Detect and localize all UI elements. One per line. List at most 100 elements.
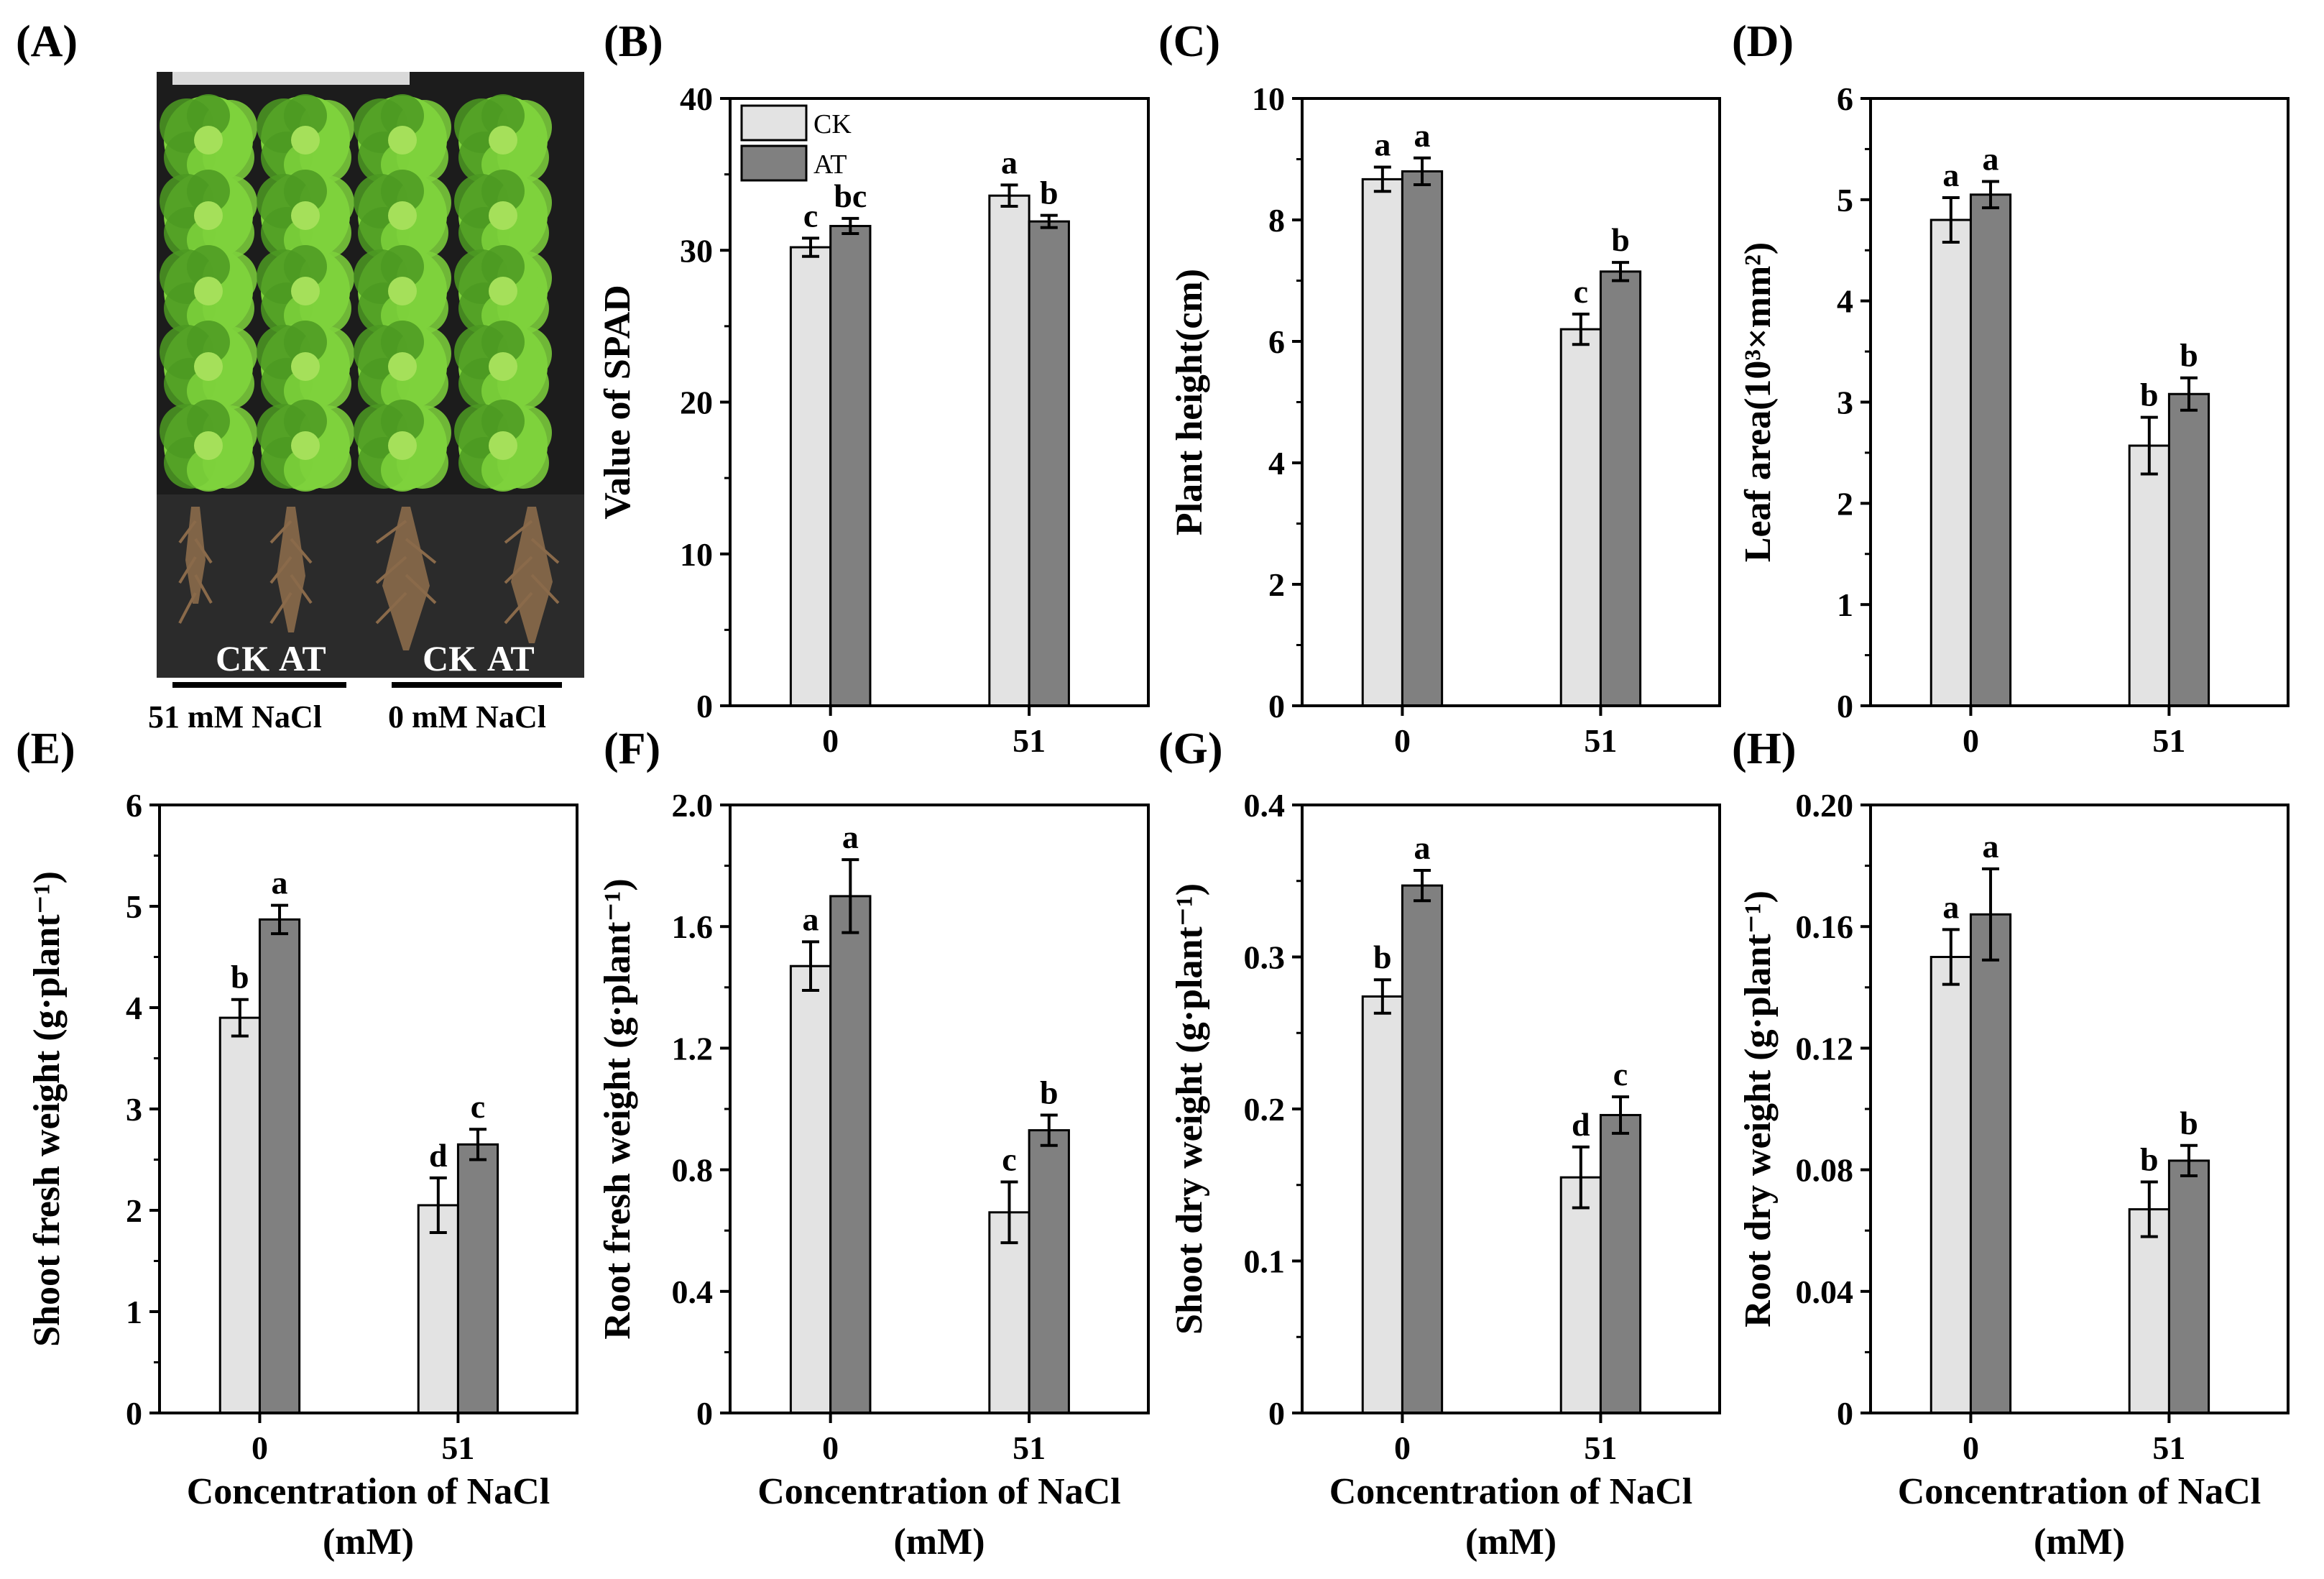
x-tick-label-g-0: 0 (1394, 1430, 1411, 1466)
y-tick-label-e-2: 2 (126, 1192, 142, 1229)
bar-c-at-0 (1401, 170, 1444, 707)
error-bar-c-at-51 (1612, 261, 1630, 282)
error-bar-b-at-0 (841, 216, 859, 236)
x-tick-label-d-1: 51 (2152, 722, 2185, 759)
y-tick-label-f-4: 1.6 (672, 908, 714, 945)
bar-b-at-51 (1028, 220, 1070, 707)
sig-letter-b-ck-51: a (1001, 144, 1018, 180)
root-label-ck-1: CK (216, 638, 269, 678)
y-axis-title-e: Shoot fresh weight (g·plant⁻¹) (27, 871, 68, 1347)
panel-f-root-fresh-weight-chart: (F) a c a b 0 0.4 0.8 1.2 1.6 2.0 0 51 Root fresh wei… (597, 724, 1150, 1562)
error-bar-f-ck-0 (802, 940, 820, 993)
sig-letter-g-ck-0: b (1373, 939, 1392, 975)
error-bar-b-ck-0 (802, 236, 820, 258)
condition-label-0: 0 mM NaCl (388, 699, 546, 735)
lettuce-plant-16 (454, 321, 552, 413)
y-tick-label-h-4: 0.16 (1796, 908, 1854, 945)
y-tick-label-d-1: 1 (1837, 586, 1853, 623)
legend-label-ck: CK (813, 109, 852, 139)
x-axis-title-e: Concentration of NaCl (187, 1471, 550, 1512)
error-bar-h-ck-51 (2140, 1180, 2158, 1238)
lettuce-plant-15 (354, 321, 451, 413)
y-tick-label-b-0: 0 (696, 688, 713, 724)
x-axis-title-f: Concentration of NaCl (757, 1471, 1121, 1512)
root-4 (504, 507, 560, 643)
sig-letter-h-ck-51: b (2140, 1141, 2159, 1178)
sig-letter-c-ck-0: a (1374, 126, 1391, 162)
lettuce-plant-8 (454, 170, 552, 262)
y-tick-label-e-0: 0 (126, 1395, 142, 1432)
sig-letter-b-at-51: b (1040, 175, 1059, 211)
error-bar-f-ck-51 (1000, 1180, 1018, 1245)
y-axis-title-h: Root dry weight (g·plant⁻¹) (1738, 890, 1779, 1327)
error-bar-d-at-51 (2180, 376, 2198, 412)
y-tick-label-f-5: 2.0 (672, 787, 714, 824)
y-tick-label-c-2: 4 (1268, 445, 1285, 482)
y-tick-label-b-4: 40 (680, 80, 713, 117)
error-bar-c-ck-0 (1373, 165, 1391, 193)
sig-letter-h-at-0: a (1983, 828, 1999, 865)
bar-c-at-51 (1599, 270, 1642, 707)
y-tick-label-d-0: 0 (1837, 688, 1853, 724)
panel-label-b: (B) (604, 17, 663, 66)
sig-letter-d-ck-0: a (1942, 157, 1959, 193)
error-bar-f-at-0 (841, 858, 859, 934)
error-bar-h-at-51 (2180, 1143, 2198, 1178)
bar-g-at-51 (1599, 1113, 1642, 1414)
bar-f-ck-51 (988, 1211, 1030, 1414)
x-axis-title-h: Concentration of NaCl (1898, 1471, 2261, 1512)
lettuce-plant-6 (257, 170, 354, 262)
y-tick-label-g-1: 0.1 (1244, 1243, 1286, 1280)
sig-letter-d-at-0: a (1983, 140, 1999, 177)
error-bar-d-ck-0 (1942, 196, 1960, 244)
y-axis-title-c: Plant height(cm) (1169, 269, 1210, 535)
y-tick-label-h-1: 0.04 (1796, 1274, 1854, 1310)
sig-letter-e-ck-0: b (231, 959, 249, 995)
panel-label-c: (C) (1158, 17, 1220, 66)
y-tick-label-g-3: 0.3 (1244, 939, 1286, 976)
y-tick-label-c-4: 8 (1268, 202, 1285, 239)
y-tick-label-h-2: 0.08 (1796, 1152, 1854, 1189)
sig-letter-g-ck-51: d (1572, 1106, 1590, 1143)
x-tick-label-h-1: 51 (2152, 1430, 2185, 1466)
error-bar-e-ck-51 (429, 1176, 447, 1235)
lettuce-plant-9 (160, 245, 257, 337)
y-tick-label-g-4: 0.4 (1244, 787, 1286, 824)
bar-b-ck-51 (988, 194, 1030, 707)
x-tick-label-c-0: 0 (1394, 722, 1411, 759)
error-bar-e-ck-0 (231, 998, 249, 1038)
sig-letter-e-ck-51: d (429, 1137, 448, 1174)
condition-label-51: 51 mM NaCl (148, 699, 322, 735)
x-axis-unit-h: (mM) (2034, 1522, 2125, 1562)
error-bar-h-ck-0 (1942, 928, 1960, 986)
panel-h-root-dry-weight-chart: (H) a b a b 0 0.04 0.08 0.12 0.16 0.20 0 51 Root dry … (1732, 724, 2290, 1562)
legend-b: CK AT (740, 104, 852, 182)
panel-label-e: (E) (16, 724, 75, 773)
x-axis-unit-e: (mM) (323, 1522, 414, 1562)
lettuce-plant-18 (257, 400, 354, 492)
y-tick-label-h-5: 0.20 (1796, 787, 1854, 824)
error-bar-e-at-0 (271, 903, 289, 936)
lettuce-plant-14 (257, 321, 354, 413)
roots (178, 507, 560, 650)
bar-d-ck-0 (1929, 218, 1972, 707)
sig-letter-b-at-0: bc (834, 178, 867, 214)
sig-letter-e-at-0: a (272, 865, 288, 901)
sig-letter-f-at-0: a (842, 819, 859, 855)
y-tick-label-h-3: 0.12 (1796, 1030, 1854, 1067)
y-tick-label-c-5: 10 (1252, 80, 1285, 117)
x-tick-label-c-1: 51 (1584, 722, 1617, 759)
error-bar-g-at-0 (1414, 868, 1431, 903)
x-axis-title-g: Concentration of NaCl (1329, 1471, 1693, 1512)
sig-letter-b-ck-0: c (803, 197, 818, 234)
panel-d-leaf-area-chart: (D) a b a b 0 1 2 3 4 5 6 0 51 Leaf area(10³×mm²) (1732, 17, 2290, 759)
y-tick-label-b-3: 30 (680, 232, 713, 269)
panel-label-g: (G) (1158, 724, 1223, 773)
bar-g-ck-51 (1559, 1176, 1602, 1414)
lettuce-plant-20 (454, 400, 552, 492)
error-bar-c-at-0 (1414, 156, 1431, 186)
panel-label-a: (A) (16, 17, 78, 66)
root-label-at-2: AT (487, 638, 535, 678)
y-tick-label-g-0: 0 (1268, 1395, 1285, 1432)
